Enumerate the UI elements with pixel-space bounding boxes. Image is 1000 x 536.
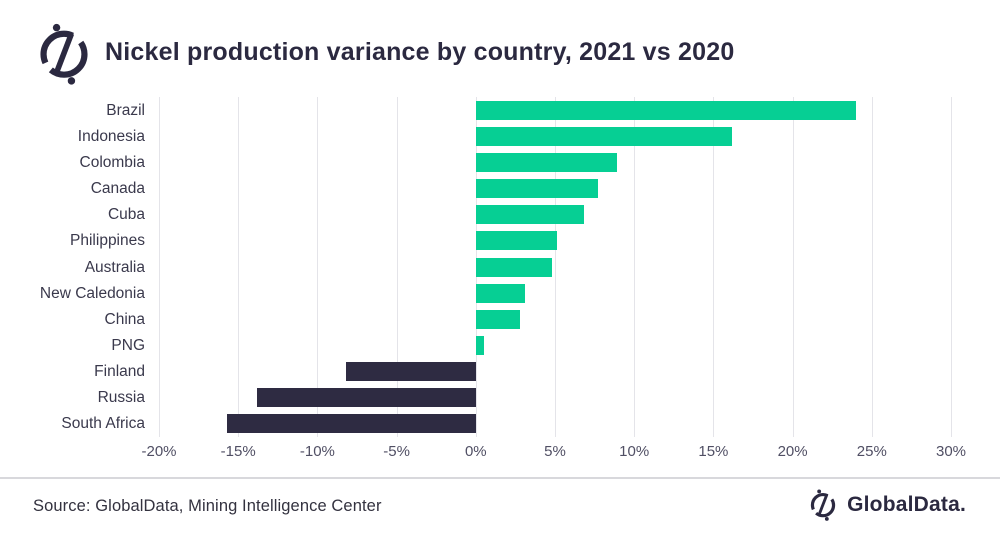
bar-indonesia [475,126,733,146]
bar-finland [345,362,476,382]
bar-russia [257,388,476,408]
category-label-china: China [104,310,146,328]
bar-philippines [475,231,557,251]
footer-brand: GlobalData. [807,488,966,521]
x-tick-label: 5% [544,443,566,460]
page-title: Nickel production variance by country, 2… [105,38,735,66]
x-tick-label: -5% [383,443,410,460]
gridline [317,97,319,437]
brand-wordmark: GlobalData. [847,492,966,516]
gridline [238,97,240,437]
bar-cuba [475,205,584,225]
bar-colombia [475,152,617,172]
gridline [159,97,160,437]
bar-china [475,309,521,329]
category-label-philippines: Philippines [70,232,145,250]
x-tick-label: 15% [698,443,729,460]
category-label-russia: Russia [97,389,145,407]
gridline [634,97,636,437]
gridline [713,97,715,437]
bar-south-africa [227,414,476,434]
bar-canada [475,179,598,199]
category-label-indonesia: Indonesia [77,127,145,145]
bar-new-caledonia [475,283,525,303]
x-tick-label: 10% [619,443,650,460]
x-tick-label: 25% [856,443,887,460]
category-label-new-caledonia: New Caledonia [39,284,145,302]
gridline [396,97,398,437]
x-tick-label: 0% [464,443,487,460]
x-tick-label: 20% [777,443,808,460]
category-label-south-africa: South Africa [61,415,145,433]
bar-australia [475,257,552,277]
x-tick-label: 30% [935,443,967,460]
globaldata-logo-icon [40,23,88,85]
category-label-png: PNG [111,336,145,354]
x-tick-label: -20% [141,443,177,460]
source-text: Source: GlobalData, Mining Intelligence … [33,497,382,515]
category-label-finland: Finland [94,363,145,381]
bar-chart-plot-area: Brazil Indonesia Colombia Canada Cuba Philipp… [0,97,1000,437]
gridline [951,97,952,437]
gridline [792,97,794,437]
bar-png [475,335,484,355]
x-tick-label: -15% [220,443,256,460]
category-label-cuba: Cuba [107,206,145,224]
category-label-colombia: Colombia [79,153,145,171]
globaldata-logo-icon-small [810,489,836,521]
x-tick-label: -10% [299,443,335,460]
category-label-australia: Australia [84,258,145,276]
gridline [871,97,873,437]
footer-separator [0,477,1000,479]
gridline [555,97,556,437]
bar-brazil [475,100,856,120]
category-label-canada: Canada [90,180,145,198]
category-label-brazil: Brazil [106,101,145,119]
